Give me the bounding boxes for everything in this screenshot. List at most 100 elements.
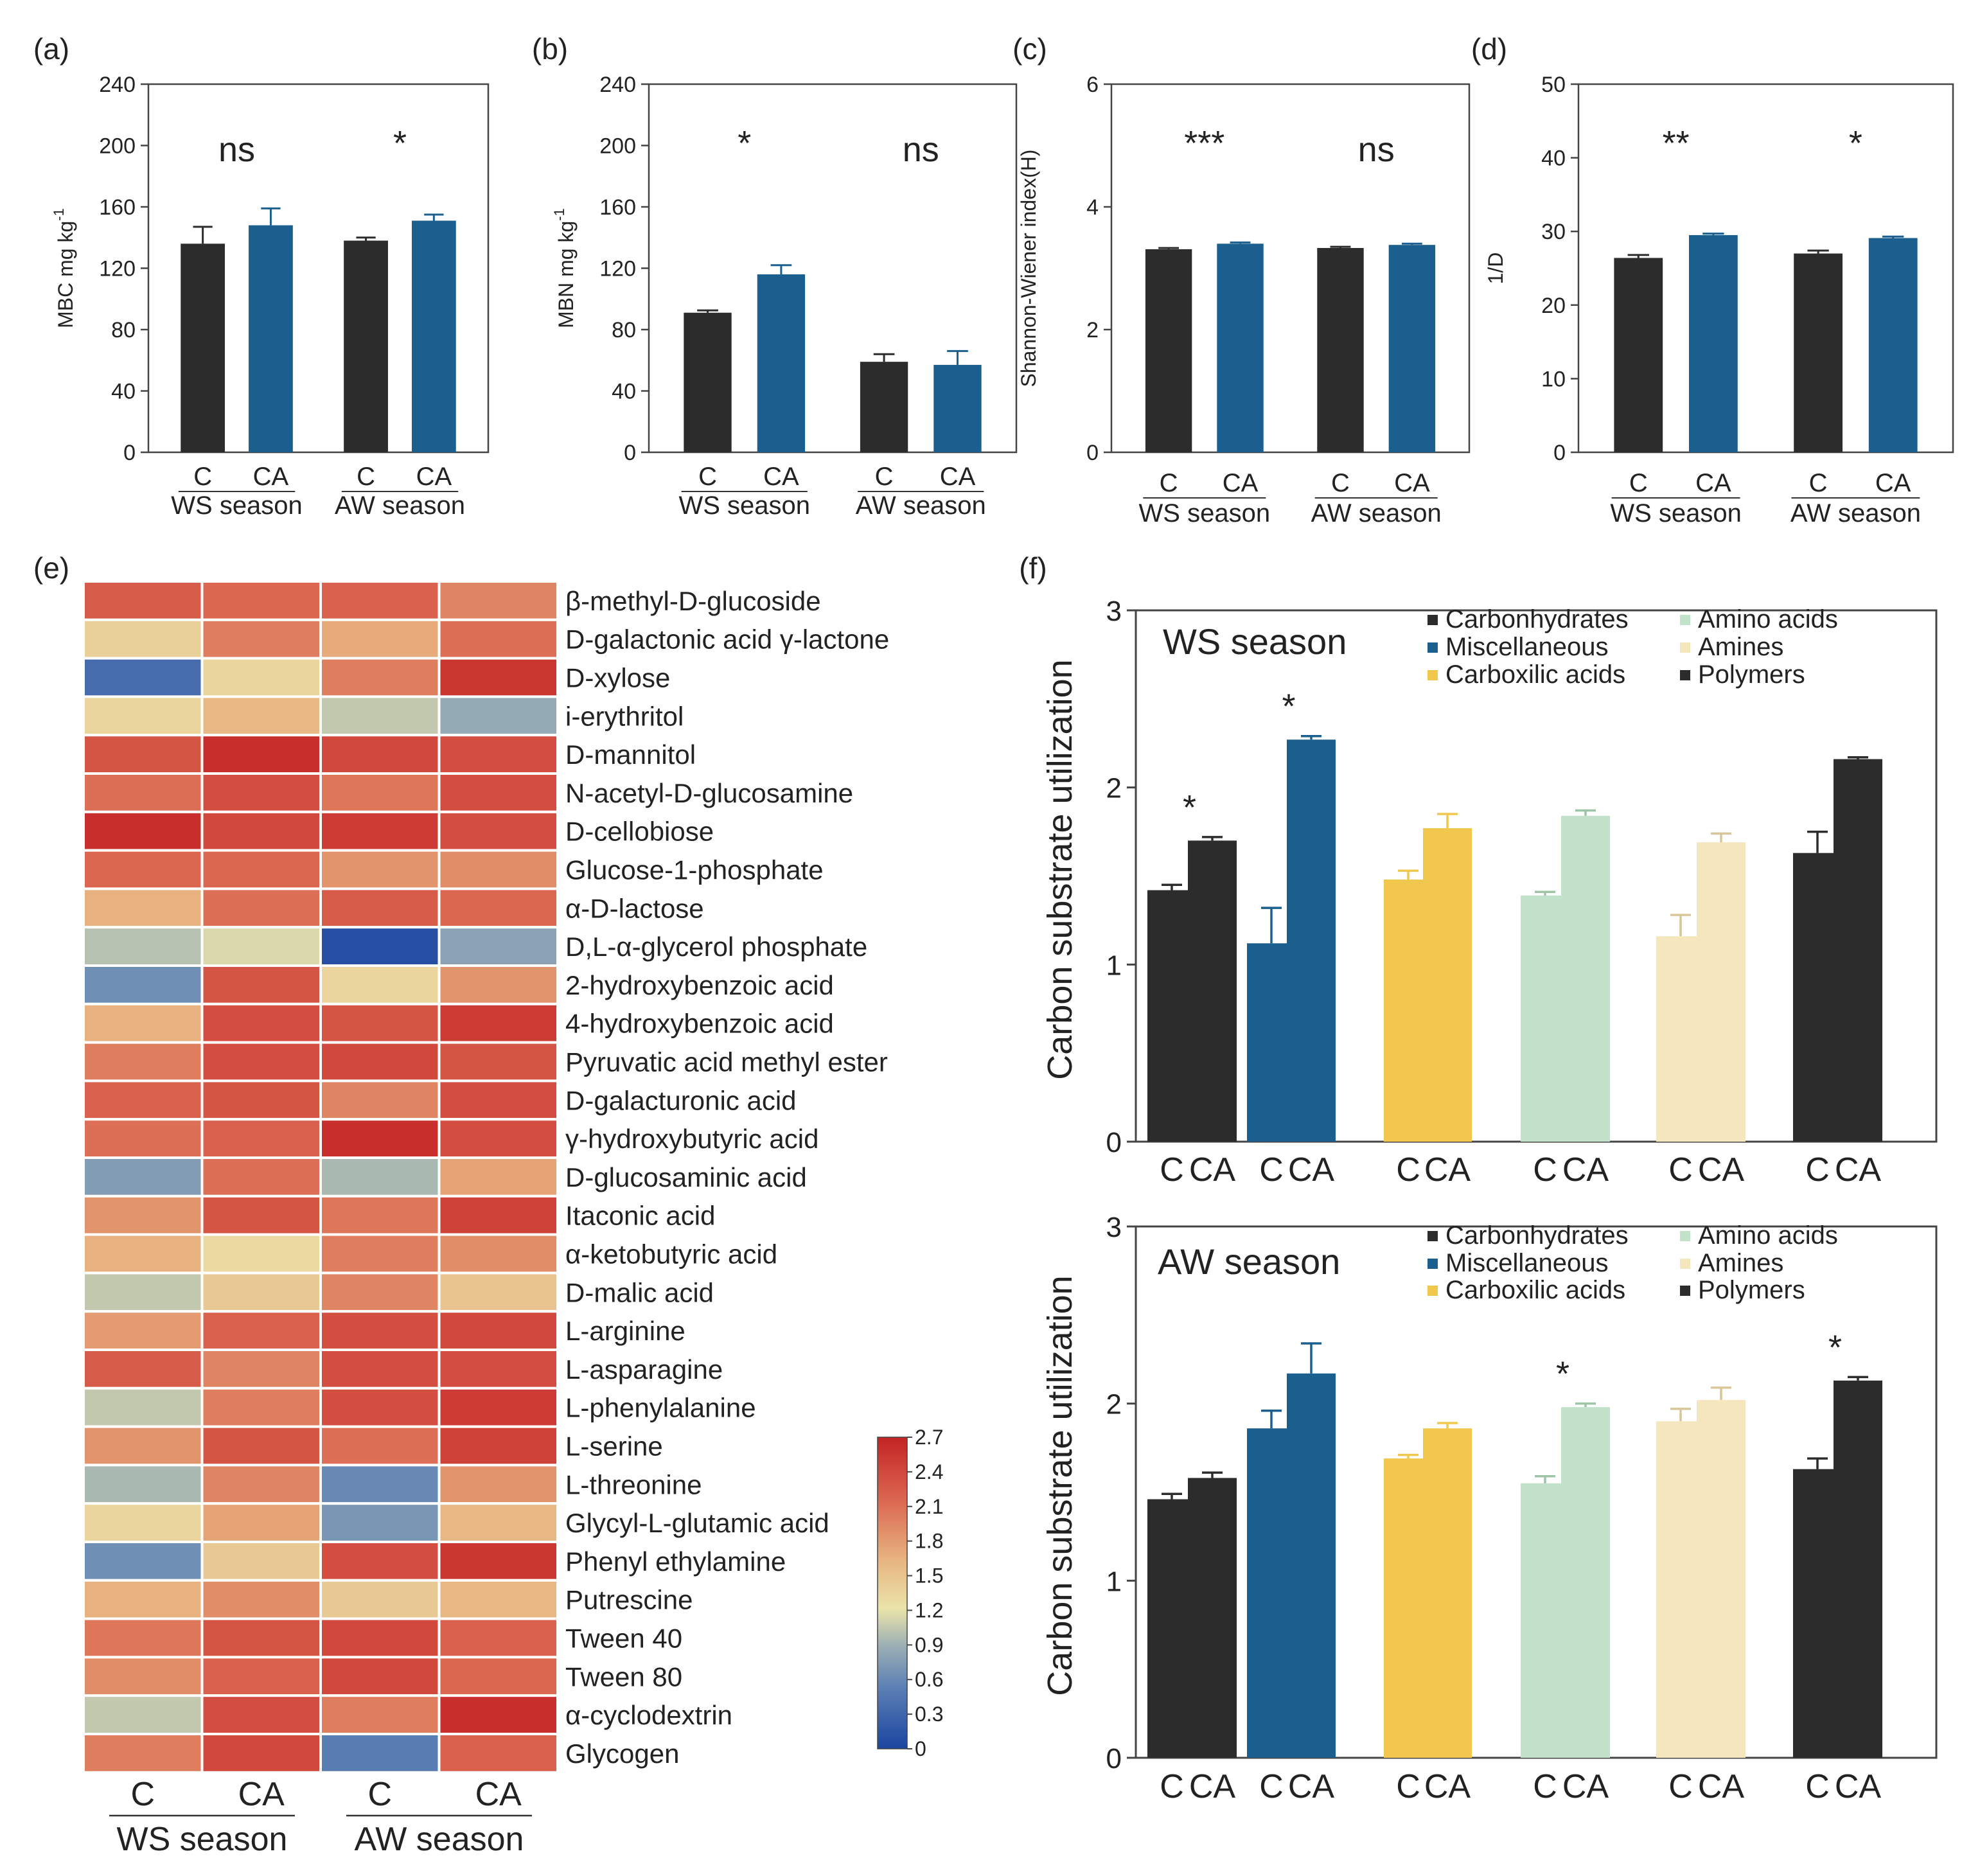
heatmap-cell xyxy=(319,1386,441,1428)
y-tick-label: 1 xyxy=(1106,950,1122,981)
heatmap-row-label: L-phenylalanine xyxy=(565,1393,756,1423)
y-axis-label: Carbon substrate utilization xyxy=(1041,1275,1079,1695)
heatmap-row-label: Putrescine xyxy=(565,1585,693,1615)
significance-mark: * xyxy=(738,124,751,163)
heatmap-cell xyxy=(438,1194,559,1236)
heatmap-row-label: N-acetyl-D-glucosamine xyxy=(565,778,853,808)
heatmap-cell xyxy=(200,1579,322,1620)
y-tick-label: 30 xyxy=(1541,220,1566,244)
category-label: CA xyxy=(1562,1768,1609,1805)
colorbar-tick-label: 0.9 xyxy=(915,1633,943,1656)
y-tick-label: 10 xyxy=(1541,367,1566,391)
heatmap-cell xyxy=(200,1002,322,1044)
heatmap-cell xyxy=(82,1386,204,1428)
season-label: WS season xyxy=(678,491,810,520)
colorbar-tick-label: 2.1 xyxy=(915,1495,943,1518)
category-label: CA xyxy=(1288,1151,1335,1189)
heatmap-cell xyxy=(438,1041,559,1083)
heatmap-cell xyxy=(319,657,441,698)
heatmap-cell xyxy=(200,1694,322,1735)
category-label: C xyxy=(1259,1151,1284,1189)
y-tick-label: 3 xyxy=(1106,596,1122,627)
y-tick-label: 160 xyxy=(599,195,636,220)
legend-label: Carboxilic acids xyxy=(1445,1276,1625,1304)
heatmap-cell xyxy=(438,1233,559,1275)
legend-label: Carbonhydrates xyxy=(1445,1221,1629,1250)
panel-label: (c) xyxy=(1012,32,1047,66)
category-label: C xyxy=(1668,1768,1693,1805)
bar-ca xyxy=(1868,238,1918,452)
heatmap-cell xyxy=(200,1386,322,1428)
y-axis-label: 1/D xyxy=(1484,252,1507,285)
significance-mark: ns xyxy=(1358,130,1395,169)
y-tick-label: 40 xyxy=(1541,146,1566,171)
category-label: CA xyxy=(1223,469,1259,497)
significance-mark: *** xyxy=(1184,124,1224,163)
heatmap-cell xyxy=(200,1617,322,1659)
heatmap-cell xyxy=(82,1579,204,1620)
category-label: C xyxy=(875,463,894,491)
y-tick-label: 0 xyxy=(1086,441,1099,465)
heatmap-cell xyxy=(319,1041,441,1083)
category-label: CA xyxy=(1288,1768,1335,1805)
category-label: CA xyxy=(940,463,976,491)
bar-c xyxy=(1317,247,1364,452)
significance-mark: * xyxy=(393,124,407,163)
legend-label: Amino acids xyxy=(1698,1221,1838,1250)
y-tick-label: 3 xyxy=(1106,1212,1122,1243)
heatmap-cell xyxy=(319,1733,441,1774)
heatmap-cell xyxy=(319,849,441,890)
y-axis-label-superscript: -1 xyxy=(551,208,567,221)
heatmap-cell xyxy=(200,1194,322,1236)
bar-ca xyxy=(249,225,293,452)
heatmap-row-label: Glycogen xyxy=(565,1739,679,1769)
heatmap-cell xyxy=(82,1349,204,1390)
legend-swatch xyxy=(1427,615,1438,625)
heatmap-cell xyxy=(82,734,204,775)
heatmap-cell xyxy=(82,1233,204,1275)
heatmap-cell xyxy=(200,1656,322,1697)
heatmap-row-label: L-asparagine xyxy=(565,1354,723,1385)
bar-c xyxy=(344,240,388,452)
significance-mark: * xyxy=(1282,687,1295,726)
heatmap-cell xyxy=(82,1002,204,1044)
y-tick-label: 200 xyxy=(599,134,636,159)
bar-ca xyxy=(1287,739,1336,1142)
colorbar-tick-label: 0.6 xyxy=(915,1668,943,1691)
heatmap-cell xyxy=(82,1617,204,1659)
category-label: CA xyxy=(1189,1151,1236,1189)
heatmap-column-label: CA xyxy=(475,1776,522,1813)
heatmap-cell xyxy=(438,1541,559,1582)
colorbar xyxy=(877,1437,908,1749)
y-tick-label: 0 xyxy=(1106,1127,1122,1158)
y-tick-label: 20 xyxy=(1541,294,1566,318)
heatmap-cell xyxy=(438,887,559,929)
bar-ca xyxy=(1188,1478,1237,1758)
subplot-title: WS season xyxy=(1163,621,1347,662)
y-tick-label: 0 xyxy=(1553,441,1566,465)
heatmap-cell xyxy=(438,1079,559,1121)
season-label: WS season xyxy=(1610,499,1742,527)
significance-mark: * xyxy=(1183,788,1196,827)
heatmap-cell xyxy=(82,1041,204,1083)
heatmap-cell xyxy=(200,849,322,890)
significance-mark: ** xyxy=(1663,124,1690,163)
colorbar-tick-label: 1.2 xyxy=(915,1598,943,1622)
category-label: C xyxy=(357,463,375,491)
heatmap-cell xyxy=(319,1233,441,1275)
category-label: C xyxy=(1160,1151,1184,1189)
y-tick-label: 160 xyxy=(99,195,136,220)
y-tick-label: 120 xyxy=(99,257,136,281)
category-label: CA xyxy=(416,463,452,491)
heatmap-cell xyxy=(82,618,204,660)
heatmap-cell xyxy=(82,1541,204,1582)
heatmap-row-label: D-xylose xyxy=(565,663,670,693)
heatmap-row-label: β-methyl-D-glucoside xyxy=(565,586,821,616)
heatmap-cell xyxy=(82,695,204,737)
season-label: AW season xyxy=(856,491,986,520)
y-axis-label: Shannon-Wiener index(H) xyxy=(1017,150,1040,387)
legend-swatch xyxy=(1680,1259,1690,1269)
bar-ca xyxy=(1697,842,1746,1142)
y-tick-label: 6 xyxy=(1086,73,1099,97)
heatmap-cell xyxy=(200,734,322,775)
